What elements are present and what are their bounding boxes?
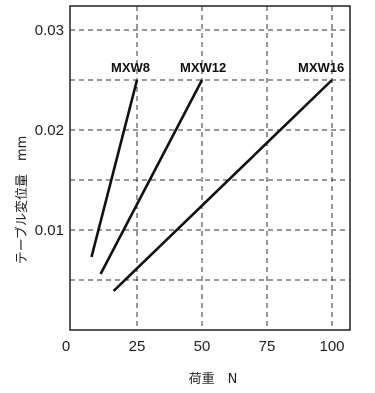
series-line-mxw16	[112, 79, 333, 292]
y-axis-label: テーブル変位量 mm	[14, 136, 30, 265]
y-axis-ticks: 0.01 0.02 0.03	[35, 22, 64, 239]
x-tick-label: 50	[194, 338, 211, 355]
x-tick-label: 25	[129, 338, 146, 355]
y-tick-label: 0.03	[35, 22, 64, 39]
plot-frame	[69, 5, 351, 331]
series-lines	[90, 79, 333, 292]
grid-lines	[70, 6, 350, 330]
series-line-mxw12	[99, 79, 204, 275]
x-tick-label: 0	[62, 338, 70, 355]
x-axis-ticks: 0 25 50 75 100	[62, 338, 345, 355]
y-tick-label: 0.01	[35, 222, 64, 239]
series-labels: MXW8 MXW12 MXW16	[111, 60, 344, 75]
series-label-mxw8: MXW8	[111, 60, 150, 75]
series-line-mxw8	[90, 79, 139, 258]
y-tick-label: 0.02	[35, 122, 64, 139]
x-tick-label: 75	[259, 338, 276, 355]
x-tick-label: 100	[319, 338, 344, 355]
series-label-mxw12: MXW12	[180, 60, 226, 75]
series-label-mxw16: MXW16	[298, 60, 344, 75]
x-axis-label: 荷重 N	[189, 371, 238, 387]
